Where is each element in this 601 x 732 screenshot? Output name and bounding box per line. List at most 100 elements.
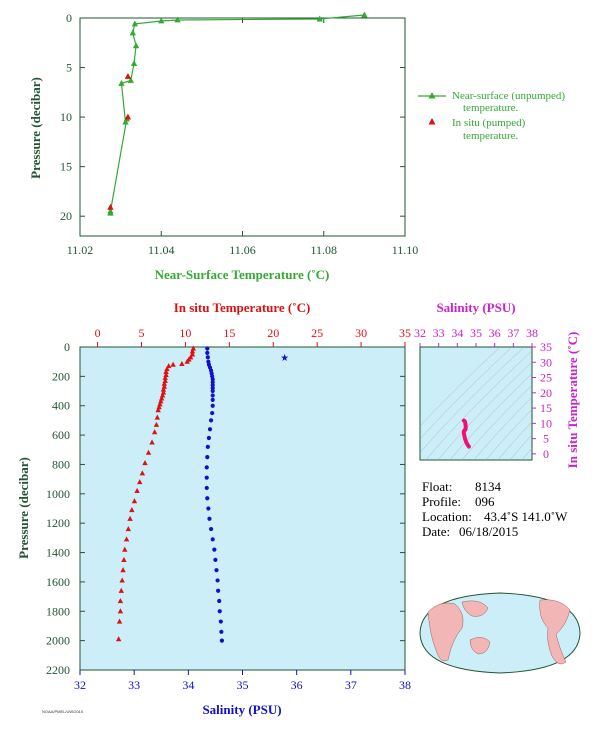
salinity-point	[204, 485, 209, 491]
temperature-point	[118, 587, 124, 593]
salinity-point	[204, 465, 209, 470]
temperature-point	[162, 374, 168, 380]
profile-ylabel: Pressure (decibar)	[16, 457, 31, 559]
profile-bottom-xtick-label: 36	[291, 678, 303, 692]
profile-top-xtick-label: 15	[223, 326, 235, 340]
map-landmass-asia-africa	[427, 602, 464, 662]
temperature-point	[158, 398, 164, 404]
profile-top-xtick-label: 30	[355, 326, 367, 340]
profile-panel: 0 5 10 15 20 25 30 35 32 33 34 35 36 37 38 0 200 400 600 80…	[16, 300, 411, 717]
salinity-point	[206, 435, 212, 441]
temperature-point	[170, 361, 176, 367]
salinity-point	[208, 526, 214, 532]
profile-top-xtick-label: 25	[311, 326, 323, 340]
ts-right-ytick-label: 15	[540, 401, 552, 415]
temperature-point	[155, 407, 161, 413]
profile-ticks: 0 5 10 15 20 25 30 35 32 33 34 35 36 37 38 0 200 400 600 80…	[46, 326, 411, 692]
legend-unpumped-label-2: temperature.	[463, 102, 519, 114]
temperature-point	[153, 421, 160, 427]
temperature-point	[129, 506, 135, 513]
temperature-point	[131, 498, 138, 504]
float-value: 8134	[475, 479, 502, 494]
salinity-point	[207, 427, 213, 432]
location-value: 43.4˚S 141.0˚W	[484, 509, 568, 524]
near-surface-xtick-label: 11.04	[148, 243, 175, 257]
ts-top-xtick-label: 37	[507, 326, 519, 340]
map-landmass-east-asia	[461, 600, 489, 617]
profile-value: 096	[475, 494, 495, 509]
temperature-point	[122, 546, 128, 552]
profile-ytick-label: 2200	[46, 663, 70, 677]
temperature-point	[142, 459, 148, 466]
density-contour-line	[437, 361, 532, 460]
density-contour-line	[420, 347, 501, 427]
profile-bottom-xtick-label: 37	[345, 678, 357, 692]
salinity-point	[205, 350, 210, 355]
temperature-point	[160, 386, 167, 392]
unpumped-temperature-point	[118, 79, 125, 86]
unpumped-temperature-point	[361, 11, 368, 18]
legend-pumped-label-1: In situ (pumped)	[452, 117, 526, 129]
world-map	[280, 353, 581, 674]
temperature-point	[116, 618, 123, 624]
profile-ytick-label: 1000	[46, 487, 70, 501]
temperature-point	[163, 368, 169, 375]
unpumped-temperature-point	[129, 29, 136, 36]
salinity-point	[207, 516, 212, 521]
profile-top-xlabel: In situ Temperature (˚C)	[174, 300, 311, 315]
near-surface-xtick-label: 11.02	[67, 243, 94, 257]
profile-ytick-label: 800	[52, 457, 70, 471]
temperature-point	[190, 345, 197, 351]
profile-label: Profile:	[422, 494, 461, 509]
temperature-point	[117, 597, 124, 604]
density-contour-line	[521, 447, 532, 460]
profile-top-xtick-label: 5	[138, 326, 144, 340]
profile-bottom-xtick-label: 33	[128, 678, 140, 692]
ts-top-xtick-label: 35	[470, 326, 482, 340]
unpumped-temperature-point	[132, 42, 140, 49]
temperature-point	[162, 377, 168, 383]
profile-top-xtick-label: 35	[399, 326, 411, 340]
near-surface-ytick-label: 5	[66, 61, 72, 75]
temperature-point	[120, 567, 126, 573]
temperature-point	[125, 526, 132, 532]
profile-ytick-label: 600	[52, 428, 70, 442]
temperature-point	[159, 392, 166, 398]
ts-right-ytick-label: 25	[540, 371, 552, 385]
salinity-point	[210, 393, 215, 398]
profile-bottom-xtick-label: 34	[182, 678, 194, 692]
temperature-point	[160, 389, 167, 395]
temperature-point	[121, 556, 127, 562]
unpumped-temperature-point	[158, 17, 165, 24]
ts-top-xtick-label: 36	[489, 326, 501, 340]
profile-ytick-label: 1800	[46, 604, 70, 618]
ts-top-xtick-label: 38	[526, 326, 538, 340]
ts-right-ytick-label: 0	[543, 447, 549, 461]
salinity-point	[210, 386, 215, 391]
salinity-point	[217, 598, 222, 604]
temperature-point	[119, 577, 125, 583]
date-value: 06/18/2015	[459, 524, 518, 539]
float-location-star-icon	[280, 353, 289, 362]
salinity-point	[206, 506, 211, 511]
float-info: Float: 8134 Profile: 096 Location: 43.4˚…	[422, 479, 568, 539]
salinity-point	[216, 588, 221, 593]
ts-top-xtick-label: 34	[451, 326, 463, 340]
near-surface-xtick-label: 11.08	[310, 243, 337, 257]
unpumped-temperature-point	[127, 76, 134, 83]
profile-ytick-label: 1200	[46, 516, 70, 530]
salinity-point	[205, 355, 210, 360]
salinity-point	[214, 568, 219, 573]
temperature-point	[145, 449, 152, 455]
unpumped-temperature-point	[174, 16, 181, 23]
salinity-point	[217, 609, 222, 614]
profile-bottom-xtick-label: 38	[399, 678, 411, 692]
temperature-point	[149, 439, 155, 445]
density-contour-line	[485, 408, 532, 460]
profile-ytick-label: 1600	[46, 575, 70, 589]
temperature-point	[154, 414, 160, 420]
profile-ytick-label: 1400	[46, 546, 70, 560]
